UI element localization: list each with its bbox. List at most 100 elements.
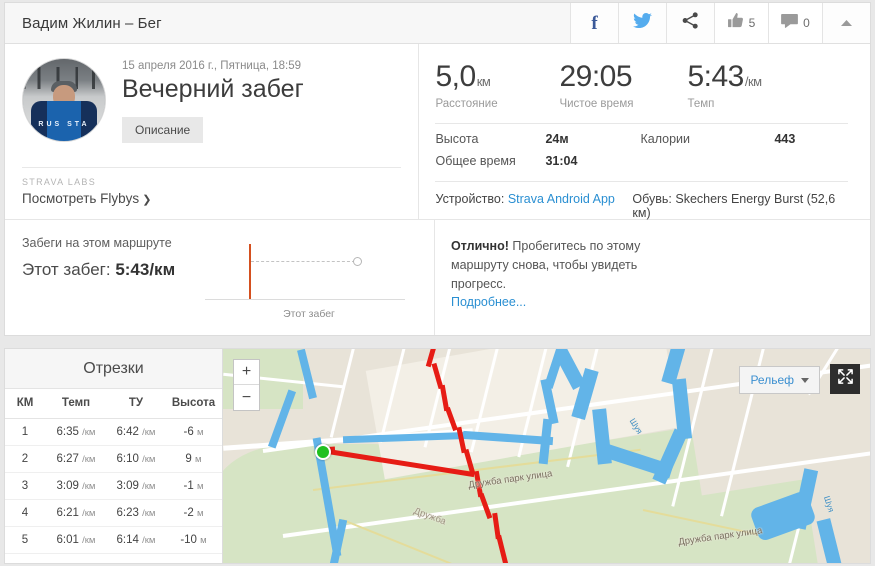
stat-distance: 5,0км Расстояние <box>435 62 531 111</box>
stat-calories-value: 443 <box>774 132 796 146</box>
thumbs-up-icon <box>727 12 744 33</box>
chevron-up-icon <box>840 14 853 32</box>
map-fullscreen-button[interactable] <box>830 364 860 394</box>
shoes-value: Skechers Energy Burst (52,6 км) <box>632 192 836 220</box>
table-row[interactable]: 2 6:27 /км 6:10 /км 9 м <box>5 445 222 473</box>
chart-this-run-bar <box>249 244 251 299</box>
chart-trend-line <box>251 261 355 262</box>
chevron-down-icon <box>801 377 809 383</box>
twitter-icon <box>633 12 652 34</box>
split-elev: -6 м <box>165 418 222 446</box>
activity-body: RUS STA 15 апреля 2016 г., Пятница, 18:5… <box>5 44 870 220</box>
kudos-button[interactable]: 5 <box>714 3 768 43</box>
chevron-right-icon: ❯ <box>142 194 152 206</box>
stat-calories-label: Калории <box>640 132 691 146</box>
device-link[interactable]: Strava Android App <box>507 192 615 206</box>
stat-distance-label: Расстояние <box>435 98 498 110</box>
effort-note-bold: Отлично! <box>451 239 509 253</box>
split-elev: 9 м <box>165 445 222 473</box>
share-button[interactable] <box>666 3 714 43</box>
splits-panel: Отрезки КМ Темп ТУ Высота 1 6:35 /км 6:4… <box>5 349 223 563</box>
stat-elapsed-time-label: Общее время <box>435 154 516 168</box>
flybys-link-label: Посмотреть Flybys <box>22 191 140 206</box>
avatar-jacket-text: RUS STA <box>38 121 90 128</box>
split-gap: 6:23 /км <box>107 499 165 527</box>
effort-chart-section: Забеги на этом маршруте Этот забег: 5:43… <box>5 220 435 335</box>
flybys-link[interactable]: Посмотреть Flybys ❯ <box>22 191 151 206</box>
divider <box>22 167 402 168</box>
collapse-button[interactable] <box>822 3 870 43</box>
column-header-km[interactable]: КМ <box>5 389 45 419</box>
split-elev: -10 м <box>165 526 222 554</box>
zoom-out-button[interactable]: − <box>241 388 252 406</box>
split-km: 3 <box>5 472 45 500</box>
device-label: Устройство: <box>435 192 505 206</box>
activity-map[interactable]: Дружба парк улица Дружба парк улица Друж… <box>223 349 870 563</box>
twitter-share-button[interactable] <box>618 3 666 43</box>
column-header-gap[interactable]: ТУ <box>107 389 165 419</box>
split-km: 5 <box>5 526 45 554</box>
split-elev: -1 м <box>165 472 222 500</box>
zoom-in-button[interactable]: + <box>234 360 259 385</box>
stat-pace-value: 5:43 <box>687 60 744 93</box>
split-gap: 6:42 /км <box>107 418 165 446</box>
map-river <box>816 518 844 563</box>
stat-elevation-value: 24м <box>545 132 569 146</box>
chart-axis <box>205 299 405 300</box>
comment-button[interactable]: 0 <box>768 3 822 43</box>
table-row[interactable]: 4 6:21 /км 6:23 /км -2 м <box>5 499 222 527</box>
stat-moving-time-value: 29:05 <box>559 60 633 93</box>
effort-more-link[interactable]: Подробнее... <box>451 295 527 310</box>
effort-note: Отлично! Пробегитесь по этому маршруту с… <box>451 237 651 293</box>
avatar[interactable]: RUS STA <box>22 58 106 142</box>
shoes-info: Обувь: Skechers Energy Burst (52,6 км) <box>632 192 848 220</box>
stat-elapsed-time: Общее время 31:04 <box>435 154 640 168</box>
athlete-block: RUS STA 15 апреля 2016 г., Пятница, 18:5… <box>5 44 418 143</box>
strava-labs-block: STRAVA LABS Посмотреть Flybys ❯ <box>22 177 151 206</box>
splits-header-row: КМ Темп ТУ Высота <box>5 389 222 419</box>
facebook-share-button[interactable]: f <box>570 3 618 43</box>
activity-date: 15 апреля 2016 г., Пятница, 18:59 <box>122 60 301 72</box>
description-button[interactable]: Описание <box>122 117 204 143</box>
map-layer-label: Рельеф <box>750 373 794 387</box>
split-gap: 3:09 /км <box>107 472 165 500</box>
effort-heading: Забеги на этом маршруте <box>22 236 172 250</box>
shoes-label: Обувь: <box>632 192 672 206</box>
effort-sparkline-chart: Этот забег <box>205 232 405 324</box>
chart-endpoint-marker[interactable] <box>353 257 362 266</box>
activity-summary-column: RUS STA 15 апреля 2016 г., Пятница, 18:5… <box>5 44 420 219</box>
comment-icon <box>781 13 799 33</box>
column-header-elevation[interactable]: Высота <box>165 389 222 419</box>
table-row[interactable]: 3 3:09 /км 3:09 /км -1 м <box>5 472 222 500</box>
splits-title: Отрезки <box>5 349 222 389</box>
stat-elapsed-time-value: 31:04 <box>545 154 578 168</box>
split-gap: 6:10 /км <box>107 445 165 473</box>
kudos-count: 5 <box>748 16 756 30</box>
column-header-pace[interactable]: Темп <box>45 389 107 419</box>
effort-this-run-label: Этот забег: <box>22 260 111 279</box>
activity-header: Вадим Жилин – Бег f <box>5 3 870 44</box>
avatar-jacket <box>31 101 97 141</box>
split-pace: 6:01 /км <box>45 526 107 554</box>
split-pace: 6:27 /км <box>45 445 107 473</box>
secondary-stats-row-2: Общее время 31:04 <box>435 146 848 168</box>
table-row[interactable]: 5 6:01 /км 6:14 /км -10 м <box>5 526 222 554</box>
map-road <box>329 349 360 438</box>
stat-distance-value-wrap: 5,0км <box>435 62 531 92</box>
stat-calories: Калории 443 <box>640 132 795 146</box>
effort-note-text: Пробегитесь по этому маршруту снова, что… <box>451 239 641 291</box>
stat-distance-value: 5,0 <box>435 60 476 93</box>
table-row[interactable]: 1 6:35 /км 6:42 /км -6 м <box>5 418 222 446</box>
stat-elevation-label: Высота <box>435 132 479 146</box>
splits-table-body: 1 6:35 /км 6:42 /км -6 м 2 6:27 /км 6:10… <box>5 418 222 554</box>
map-layer-selector[interactable]: Рельеф <box>739 366 820 394</box>
start-marker[interactable] <box>315 444 331 460</box>
avatar-roof-detail <box>23 67 105 89</box>
expand-icon <box>837 368 854 390</box>
share-icon <box>682 12 699 34</box>
activity-title: Вечерний забег <box>122 75 304 103</box>
split-pace: 6:21 /км <box>45 499 107 527</box>
split-km: 4 <box>5 499 45 527</box>
split-km: 2 <box>5 445 45 473</box>
